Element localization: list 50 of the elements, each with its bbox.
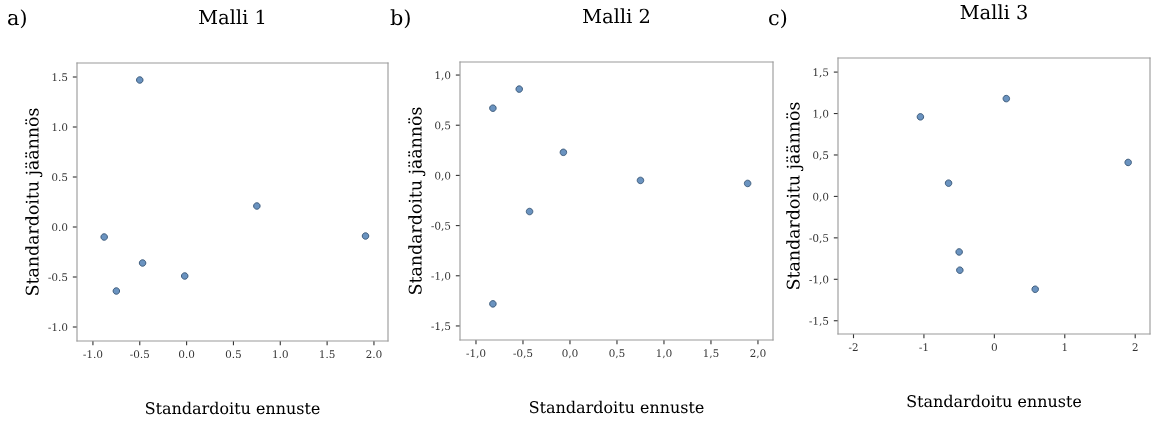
y-tick-label: -0,5 (809, 234, 829, 244)
x-tick-label: 1,0 (656, 349, 672, 359)
y-axis-title: Standardoitu jäännös (25, 108, 43, 295)
y-tick-label: -1,5 (809, 316, 829, 327)
x-tick-label: -1.0 (83, 350, 103, 359)
text: a) (8, 9, 26, 29)
text: b) (390, 9, 410, 29)
x-tick-label: 2.0 (366, 350, 382, 359)
y-tick-label: -1,0 (431, 272, 451, 282)
y-tick-label: 1,0 (813, 109, 829, 119)
x-tick-label: -1 (919, 343, 928, 351)
x-tick-label: 0.0 (179, 350, 195, 359)
x-tick-label: 1.5 (320, 350, 335, 359)
x-tick-label: -1,0 (466, 349, 486, 359)
chart-title: Malli 1 (199, 9, 265, 25)
chart-title: Malli 3 (960, 4, 1027, 20)
y-tick-label: -1,5 (431, 322, 451, 332)
y-axis-title: Standardoitu jäännös (408, 107, 426, 294)
x-tick-label: 1.0 (273, 350, 288, 359)
x-axis-title: Standardoitu ennuste (907, 394, 1082, 408)
x-axis-title: Standardoitu ennuste (530, 400, 704, 414)
y-tick-label: 0,0 (435, 171, 451, 181)
y-tick-label: -0,5 (431, 221, 451, 231)
x-tick-label: 1 (1062, 343, 1067, 351)
y-tick-label: -0.5 (48, 273, 68, 282)
y-tick-label: -1.0 (48, 323, 68, 332)
x-tick-label: 0,5 (609, 349, 625, 359)
chart-title: Malli 2 (583, 8, 649, 24)
x-tick-label: 0,0 (562, 349, 578, 359)
x-tick-label: 0 (991, 343, 997, 352)
x-tick-label: 1,5 (703, 349, 719, 359)
y-axis-title: Standardoitu jäännös (786, 102, 804, 289)
y-tick-label: 0.0 (52, 223, 68, 232)
y-tick-label: 1.0 (52, 123, 68, 132)
y-tick-label: 0.5 (52, 173, 68, 182)
x-tick-label: 2 (1132, 343, 1138, 351)
x-tick-label: 2,0 (750, 349, 766, 359)
x-tick-label: 0.5 (225, 350, 241, 359)
x-axis-title: Standardoitu ennuste (146, 401, 320, 415)
y-tick-label: 1,5 (813, 68, 829, 78)
y-tick-label: 0,5 (435, 121, 451, 131)
x-tick-label: -2 (848, 343, 858, 351)
x-tick-label: -0,5 (513, 349, 533, 359)
y-tick-label: 1.5 (52, 73, 68, 82)
text: c) (769, 9, 787, 29)
y-tick-label: 1,0 (435, 71, 451, 81)
x-tick-label: -0.5 (130, 350, 149, 359)
y-tick-label: 0,0 (813, 192, 829, 202)
y-tick-label: -1,0 (809, 275, 829, 285)
y-tick-label: 0,5 (813, 151, 829, 161)
